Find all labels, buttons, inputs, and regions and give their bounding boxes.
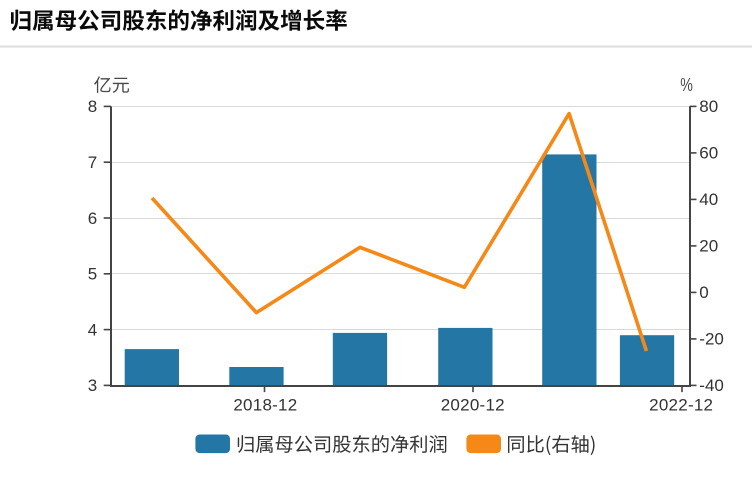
svg-text:4: 4: [88, 320, 97, 339]
svg-text:2020-12: 2020-12: [441, 395, 505, 414]
svg-text:80: 80: [699, 97, 718, 116]
svg-text:60: 60: [699, 144, 718, 163]
svg-text:-40: -40: [699, 376, 724, 395]
svg-text:%: %: [680, 75, 693, 95]
svg-text:7: 7: [88, 153, 97, 172]
svg-text:2018-12: 2018-12: [233, 395, 297, 414]
svg-text:0: 0: [699, 283, 708, 302]
svg-text:40: 40: [699, 190, 718, 209]
svg-text:2022-12: 2022-12: [649, 395, 713, 414]
svg-text:5: 5: [88, 265, 97, 284]
svg-text:6: 6: [88, 209, 97, 228]
svg-text:3: 3: [88, 376, 97, 395]
svg-text:8: 8: [88, 97, 97, 116]
svg-text:-20: -20: [699, 330, 724, 349]
svg-text:20: 20: [699, 237, 718, 256]
